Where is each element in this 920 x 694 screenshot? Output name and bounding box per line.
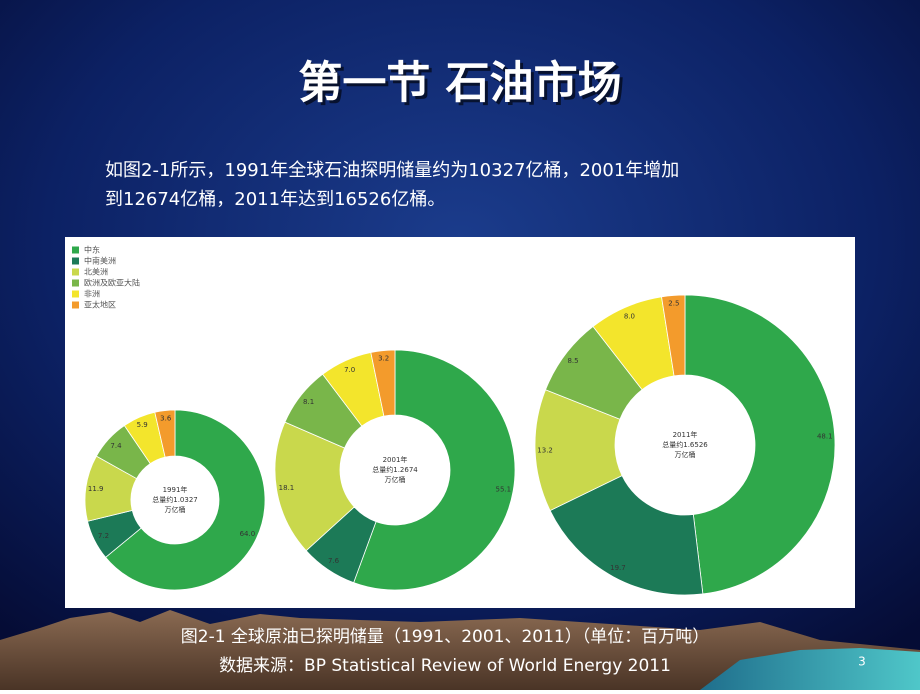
- legend-label: 北美洲: [84, 267, 108, 277]
- donut-segment: [661, 294, 686, 377]
- center-unit: 万亿桶: [675, 450, 696, 459]
- value-label: 48.1: [817, 433, 833, 441]
- donut-segment: [154, 409, 176, 458]
- legend-label: 中东: [84, 245, 100, 255]
- legend-swatch: [72, 246, 79, 254]
- value-label: 8.0: [624, 313, 635, 321]
- legend-swatch: [72, 268, 79, 276]
- center-total: 总量约1.6526: [662, 440, 708, 449]
- value-label: 18.1: [279, 484, 295, 492]
- value-label: 13.2: [537, 446, 553, 454]
- donut-hole: [132, 457, 218, 543]
- value-label: 3.2: [378, 355, 389, 363]
- value-label: 7.4: [110, 442, 122, 450]
- title: 第一节 石油市场: [298, 58, 621, 109]
- legend-label: 欧洲及欧亚大陆: [84, 278, 140, 288]
- center-year: 1991年: [163, 485, 188, 494]
- legend-label: 亚太地区: [84, 300, 116, 310]
- donut-segment: [549, 475, 704, 596]
- legend-label: 非洲: [84, 289, 100, 299]
- value-label: 11.9: [88, 485, 104, 493]
- donut-hole: [341, 416, 449, 524]
- donut-hole: [616, 376, 754, 514]
- caption-source: 数据来源：BP Statistical Review of World Ener…: [219, 656, 671, 676]
- value-label: 19.7: [610, 564, 626, 572]
- donut-segment: [274, 421, 355, 552]
- value-label: 5.9: [137, 421, 148, 429]
- mountains: [0, 610, 920, 690]
- center-year: 2011年: [673, 430, 698, 439]
- paragraph-line: 到12674亿桶，2011年达到16526亿桶。: [105, 189, 445, 210]
- donut-segment: [105, 409, 266, 591]
- donut-segment: [370, 349, 396, 417]
- sea: [700, 648, 920, 690]
- center-total: 总量约1.2674: [372, 465, 418, 474]
- center-year: 2001年: [383, 455, 408, 464]
- legend-swatch: [72, 301, 79, 309]
- donut-segment: [684, 294, 836, 595]
- value-label: 7.6: [328, 557, 340, 565]
- donut-segment: [353, 349, 516, 591]
- center-total: 总量约1.0327: [152, 495, 198, 504]
- paragraph-line: 如图2-1所示，1991年全球石油探明储量约为10327亿桶，2001年增加: [105, 160, 679, 181]
- legend-label: 中南美洲: [84, 256, 116, 266]
- legend-swatch: [72, 290, 79, 298]
- value-label: 64.0: [240, 530, 256, 538]
- value-label: 7.2: [98, 532, 109, 540]
- caption: 图2-1 全球原油已探明储量（1991、2001、2011）（单位：百万吨）: [181, 627, 709, 647]
- center-unit: 万亿桶: [385, 475, 406, 484]
- legend-swatch: [72, 257, 79, 265]
- center-unit: 万亿桶: [165, 505, 186, 514]
- title-shadow: 第一节 石油市场: [301, 61, 624, 112]
- value-label: 8.5: [567, 357, 578, 365]
- page-number: 3: [858, 655, 866, 669]
- value-label: 3.6: [160, 415, 172, 423]
- value-label: 2.5: [668, 299, 679, 307]
- value-label: 7.0: [344, 366, 355, 374]
- value-label: 55.1: [496, 485, 512, 493]
- value-label: 8.1: [303, 398, 314, 406]
- legend-swatch: [72, 279, 79, 287]
